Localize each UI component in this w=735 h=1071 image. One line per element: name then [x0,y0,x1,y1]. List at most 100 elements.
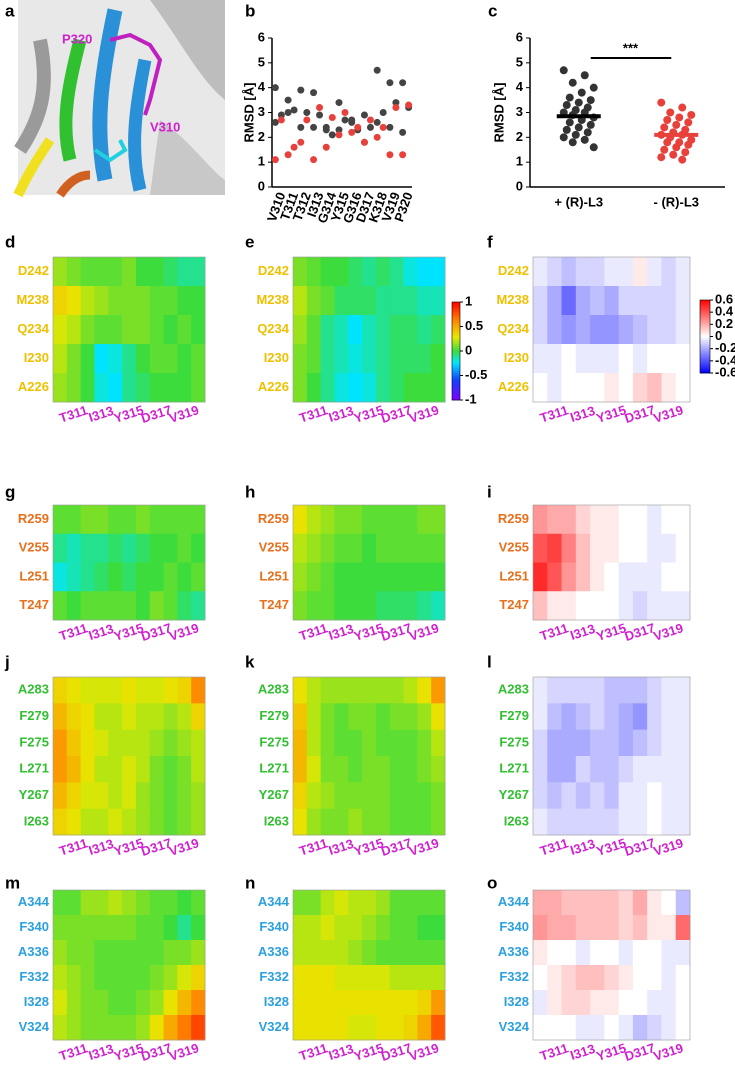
heatmap-cell [375,562,391,592]
heatmap-cell [320,286,335,316]
y-tick-label: V324 [499,1019,530,1034]
data-point [657,153,666,162]
heatmap-cell [661,533,677,563]
heatmap-cell [66,505,82,535]
heatmap-cell [293,591,308,621]
heatmap-cell [66,965,82,991]
heatmap-cell [533,562,548,592]
colorbar-tick-label: -1 [465,391,477,406]
heatmap-cell [647,315,662,345]
data-point [360,138,368,146]
heatmap-cell [53,808,68,836]
heatmap-cell [177,1015,192,1041]
heatmap-cell [191,990,206,1016]
heatmap-cell [618,562,634,592]
data-point [386,151,394,159]
heatmap-cell [533,677,548,704]
heatmap-cell [647,257,662,287]
heatmap-cell [590,315,605,345]
heatmap-cell [348,533,363,563]
heatmap-cell [533,965,548,991]
heatmap-cell [403,965,418,991]
heatmap-cell [575,591,591,621]
heatmap-cell [417,890,432,916]
heatmap-cell [149,756,164,783]
heatmap-cell [122,257,137,287]
heatmap-cell [618,703,634,731]
x-tick-label: I313 [568,403,597,425]
x-tick-label: T311 [57,835,89,858]
heatmap-cell [293,257,308,287]
heatmap-cell [661,890,677,916]
y-tick-label: 4 [516,79,524,94]
data-point [684,140,693,149]
heatmap-cell [389,591,404,621]
heatmap-cell [604,703,620,731]
heatmap-cell [66,756,82,783]
heatmap-cell [590,373,605,403]
heatmap-cell [293,782,308,810]
heatmap-cell [417,1015,432,1041]
heatmap-cell [604,562,620,592]
helix-orange [56,170,91,198]
panel-letter: g [5,482,15,501]
heatmap-cell [135,591,151,621]
colorbar-segment [452,348,460,352]
heatmap-cell [108,890,123,916]
heatmap-cell [675,915,691,941]
heatmap-cell [108,990,123,1016]
x-tick-label: I313 [327,403,356,425]
heatmap-cell [647,782,662,810]
x-tick-label: V319 [407,402,441,426]
heatmap-cell [561,890,577,916]
heatmap-cell [675,808,691,836]
heatmap-cell [675,286,691,316]
heatmap-cell [306,257,322,287]
heatmap-cell [80,1015,95,1041]
heatmap-cell [108,562,123,592]
y-tick-label: F340 [19,919,49,934]
heatmap-cell [561,533,577,563]
heatmap-cell [108,505,123,535]
heatmap-cell [604,965,620,991]
panel-letter: f [487,232,493,251]
heatmap-cell [590,782,605,810]
heatmap-cell [293,940,308,966]
heatmap-cell [675,965,691,991]
heatmap-cell [53,257,68,287]
heatmap-cell [375,315,391,345]
heatmap-cell [675,533,691,563]
x-tick-label: T311 [297,402,329,425]
heatmap-cell [417,990,432,1016]
heatmap-frame [52,676,206,836]
heatmap-cell [675,562,691,592]
heatmap-cell [618,591,634,621]
heatmap-cell [675,257,691,287]
heatmap-cell [675,505,691,535]
heatmap-cell [163,373,178,403]
heatmap-cell [320,373,335,403]
heatmap-cell [80,782,95,810]
helix-green [59,38,87,162]
y-tick-label: L271 [499,761,529,776]
heatmap-cell [191,808,206,836]
colorbar-segment [452,306,460,310]
heatmap-cell [375,533,391,563]
panel-letter: j [4,652,10,671]
y-tick-label: 5 [258,54,265,69]
heatmap-cell [94,729,109,757]
heatmap-cell [122,990,137,1016]
heatmap-cell [661,756,677,783]
heatmap-cell [348,373,363,403]
heatmap-cell [320,890,335,916]
heatmap-cell [149,677,164,704]
heatmap-cell [590,562,605,592]
heatmap-cell [632,890,648,916]
heatmap-cell [348,965,363,991]
heatmap-cell [320,703,335,731]
heatmap-cell [618,729,634,757]
x-tick-label: I313 [87,403,116,425]
heatmap-cell [561,965,577,991]
heatmap-cell [122,315,137,345]
colorbar-segment [452,309,460,313]
